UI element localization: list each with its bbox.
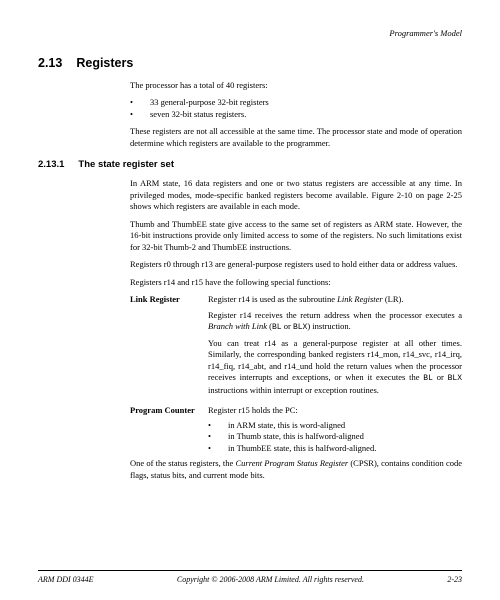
code-text: BLX <box>448 374 462 383</box>
code-text: BLX <box>293 323 307 332</box>
italic-text: Link Register <box>337 294 383 304</box>
bullet-icon: • <box>130 97 150 108</box>
definition-body: Register r15 holds the PC: •in ARM state… <box>208 405 462 455</box>
definition-row-link-register: Link Register Register r14 is used as th… <box>130 294 462 400</box>
sub-para: Registers r0 through r13 are general-pur… <box>130 259 462 270</box>
code-text: BL <box>272 323 282 332</box>
bullet-icon: • <box>130 109 150 120</box>
list-item: •in ARM state, this is word-aligned <box>208 420 462 431</box>
text: One of the status registers, the <box>130 458 235 468</box>
text: or <box>433 372 448 382</box>
bullet-icon: • <box>208 431 228 442</box>
list-item-text: 33 general-purpose 32-bit registers <box>150 97 269 108</box>
italic-text: Current Program Status Register <box>235 458 348 468</box>
list-item-text: in ARM state, this is word-aligned <box>228 420 345 431</box>
text: or <box>282 321 293 331</box>
code-text: BL <box>423 374 433 383</box>
closing-para: One of the status registers, the Current… <box>130 458 462 481</box>
page-body: Programmer's Model 2.13 Registers The pro… <box>0 0 500 511</box>
list-item: •in Thumb state, this is halfword-aligne… <box>208 431 462 442</box>
text: Register r14 is used as the subroutine <box>208 294 337 304</box>
subsection-title-text: The state register set <box>78 159 174 170</box>
list-item-text: seven 32-bit status registers. <box>150 109 246 120</box>
text: ) instruction. <box>307 321 350 331</box>
definition-body: Register r14 is used as the subroutine L… <box>208 294 462 400</box>
text: instructions within interrupt or excepti… <box>208 385 379 395</box>
intro-bullets: • 33 general-purpose 32-bit registers • … <box>130 97 462 120</box>
footer-page-number: 2-23 <box>447 575 462 584</box>
section-title-text: Registers <box>76 56 133 70</box>
bullet-icon: • <box>208 420 228 431</box>
intro-para-2: These registers are not all accessible a… <box>130 126 462 149</box>
definition-term: Link Register <box>130 294 208 400</box>
page-footer: ARM DDI 0344E Copyright © 2006-2008 ARM … <box>38 570 462 584</box>
definition-row-program-counter: Program Counter Register r15 holds the P… <box>130 405 462 455</box>
list-item-text: in ThumbEE state, this is halfword-align… <box>228 443 376 454</box>
text: (LR). <box>383 294 404 304</box>
sub-para: In ARM state, 16 data registers and one … <box>130 178 462 212</box>
list-item: • 33 general-purpose 32-bit registers <box>130 97 462 108</box>
intro-para: The processor has a total of 40 register… <box>130 80 462 91</box>
pc-bullets: •in ARM state, this is word-aligned •in … <box>208 420 462 454</box>
definition-term: Program Counter <box>130 405 208 455</box>
section-heading: 2.13 Registers <box>38 56 462 70</box>
text: Register r14 receives the return address… <box>208 310 462 320</box>
sub-para: Thumb and ThumbEE state give access to t… <box>130 219 462 253</box>
section-number: 2.13 <box>38 56 62 70</box>
text: Register r15 holds the PC: <box>208 405 462 416</box>
subsection-heading: 2.13.1 The state register set <box>38 159 462 170</box>
bullet-icon: • <box>208 443 228 454</box>
list-item: •in ThumbEE state, this is halfword-alig… <box>208 443 462 454</box>
list-item-text: in Thumb state, this is halfword-aligned <box>228 431 364 442</box>
sub-para: Registers r14 and r15 have the following… <box>130 277 462 288</box>
footer-center: Copyright © 2006-2008 ARM Limited. All r… <box>177 575 364 584</box>
subsection-number: 2.13.1 <box>38 159 64 170</box>
italic-text: Branch with Link <box>208 321 267 331</box>
footer-left: ARM DDI 0344E <box>38 575 94 584</box>
running-header: Programmer's Model <box>38 28 462 38</box>
list-item: • seven 32-bit status registers. <box>130 109 462 120</box>
